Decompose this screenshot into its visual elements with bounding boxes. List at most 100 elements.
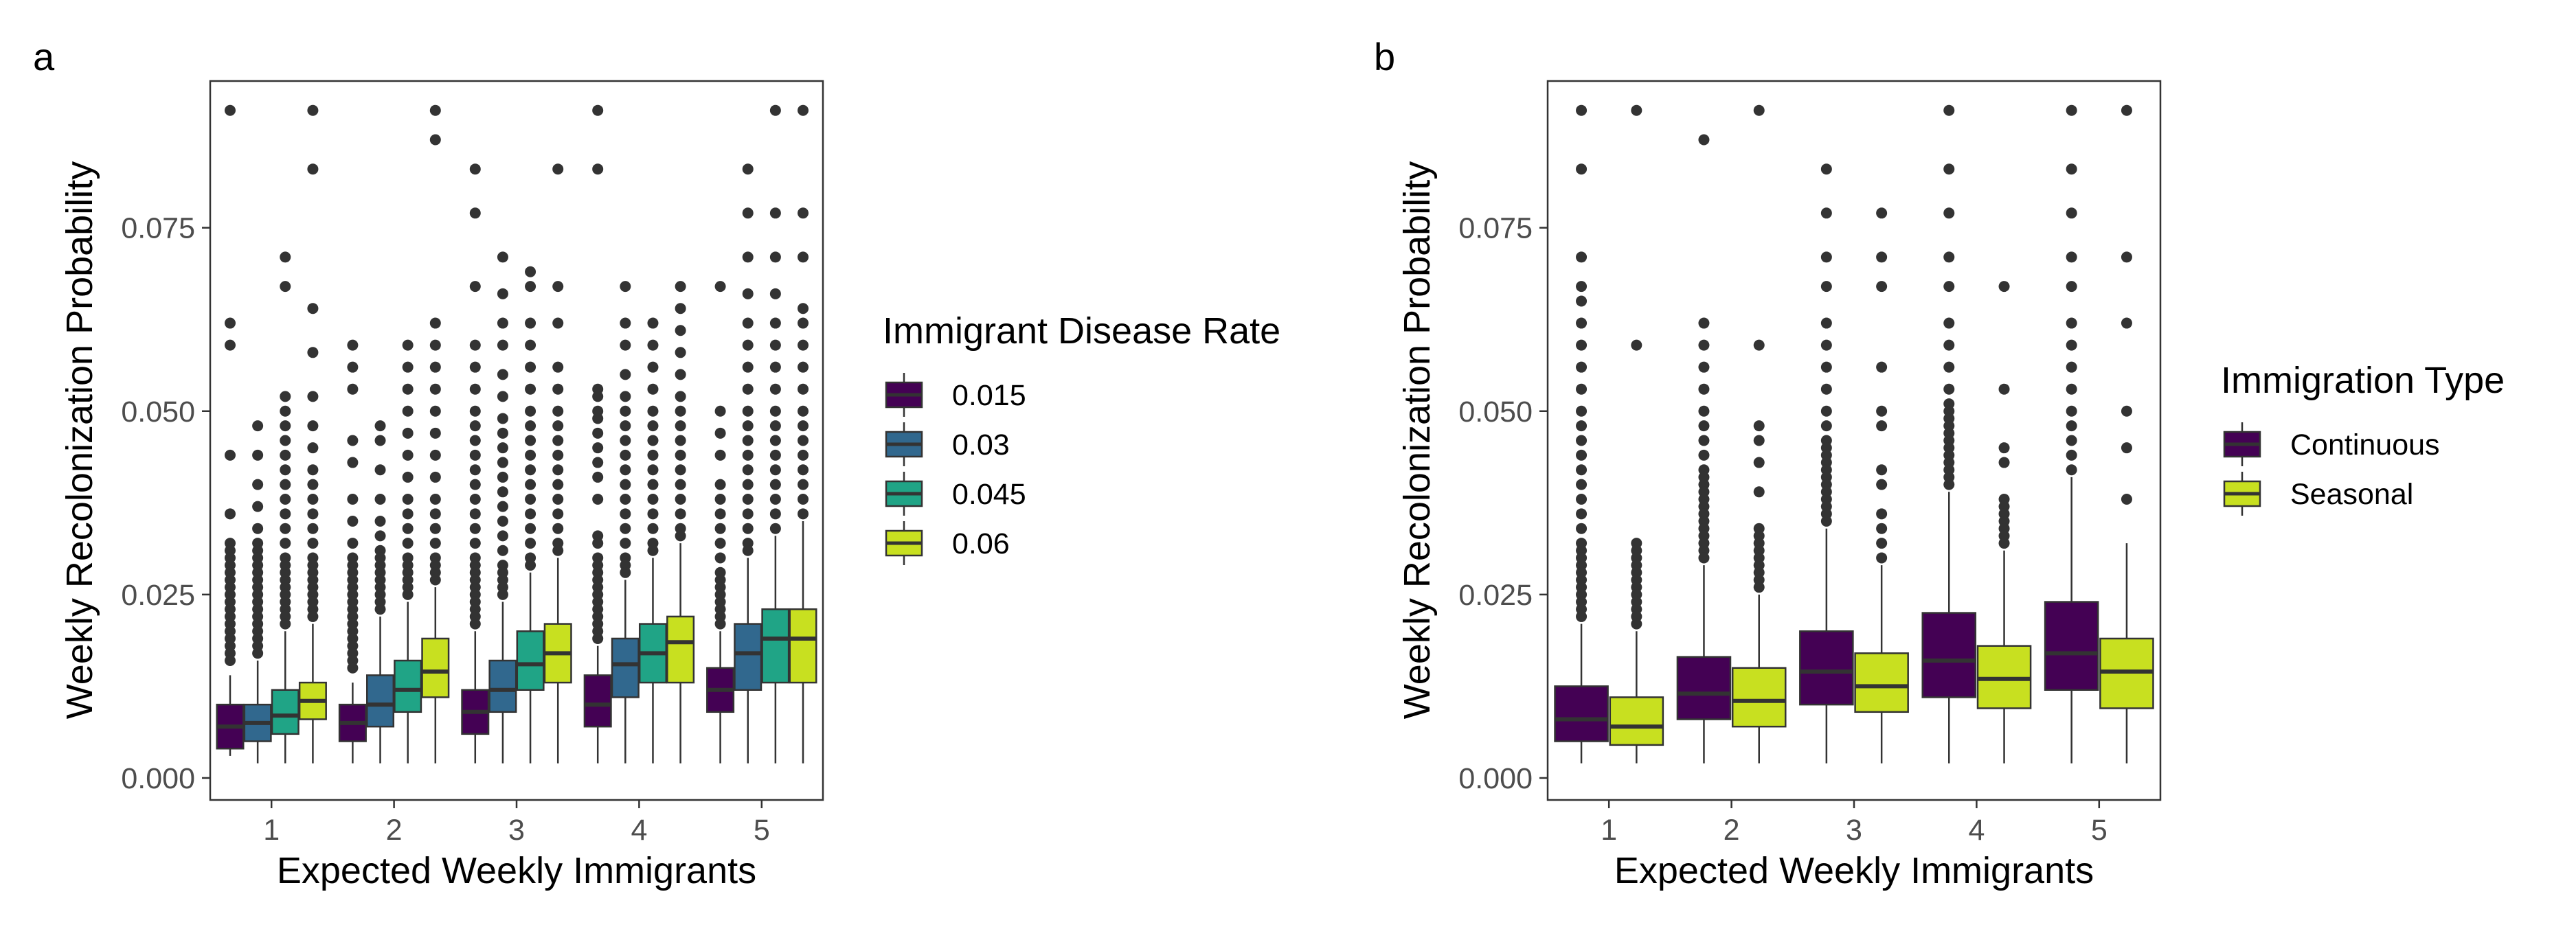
outlier-point — [469, 508, 481, 520]
outlier-point — [1876, 479, 1888, 490]
box-iqr — [421, 637, 450, 698]
y-tick-label: 0.000 — [1458, 762, 1533, 795]
outlier-point — [620, 493, 631, 505]
outlier-point — [525, 339, 536, 351]
outlier-point — [1631, 104, 1642, 116]
outlier-point — [525, 479, 536, 490]
outlier-point — [374, 493, 386, 505]
outlier-point — [592, 457, 604, 468]
outlier-point — [497, 369, 508, 380]
outlier-point — [224, 508, 236, 520]
outlier-point — [469, 618, 481, 630]
outlier-point — [252, 648, 264, 659]
outlier-point — [280, 618, 291, 630]
legend-title: Immigration Type — [2221, 360, 2505, 401]
outlier-point — [1698, 361, 1710, 373]
outlier-point — [497, 339, 508, 351]
outlier-point — [714, 523, 726, 534]
outlier-point — [1943, 383, 1955, 395]
outlier-point — [714, 508, 726, 520]
outlier-point — [1876, 361, 1888, 373]
outlier-point — [374, 516, 386, 527]
outlier-point — [1820, 281, 1832, 293]
outlier-point — [769, 449, 781, 461]
outlier-point — [1943, 281, 1955, 293]
outlier-point — [252, 501, 264, 512]
outlier-point — [2066, 207, 2077, 219]
outlier-point — [2066, 449, 2077, 461]
box-0.06-4 — [666, 281, 695, 764]
outlier-point — [1576, 449, 1588, 461]
outlier-point — [620, 317, 631, 329]
outlier-point — [307, 610, 319, 622]
outlier-point — [469, 523, 481, 534]
outlier-point — [2066, 361, 2077, 373]
outlier-point — [552, 317, 564, 329]
outlier-point — [647, 545, 659, 556]
outlier-point — [769, 104, 781, 116]
legend-item: 0.015 — [885, 373, 1026, 417]
outlier-point — [742, 493, 754, 505]
outlier-point — [647, 523, 659, 534]
box-iqr — [761, 608, 790, 684]
outlier-point — [2066, 251, 2077, 263]
box-iqr — [488, 659, 517, 713]
y-axis-ticks: 0.000 0.025 0.050 0.075 — [1458, 212, 1548, 795]
outlier-point — [497, 317, 508, 329]
x-tick-label: 3 — [508, 814, 525, 847]
outlier-point — [497, 457, 508, 468]
outlier-point — [429, 523, 441, 534]
outlier-point — [552, 361, 564, 373]
outlier-point — [675, 303, 686, 314]
outlier-point — [1876, 251, 1888, 263]
outlier-point — [592, 493, 604, 505]
x-axis-ticks: 1 2 3 4 5 — [263, 800, 770, 847]
outlier-point — [675, 493, 686, 505]
outlier-point — [592, 163, 604, 175]
panel-label: b — [1374, 35, 1395, 78]
outlier-point — [2121, 405, 2132, 417]
outlier-point — [280, 251, 291, 263]
outlier-point — [742, 449, 754, 461]
outlier-point — [798, 361, 809, 373]
outlier-point — [1576, 508, 1588, 520]
x-tick-label: 1 — [263, 814, 280, 847]
outlier-point — [798, 405, 809, 417]
outlier-point — [1698, 134, 1710, 146]
outlier-point — [307, 523, 319, 534]
outlier-point — [552, 449, 564, 461]
legend: Immigration Type Continuous Seasonal — [2221, 360, 2505, 516]
outlier-point — [525, 405, 536, 417]
outlier-point — [1576, 295, 1588, 307]
outlier-point — [525, 317, 536, 329]
outlier-point — [402, 588, 414, 600]
box-iqr — [1854, 652, 1909, 713]
outlier-point — [1631, 618, 1642, 630]
outlier-point — [402, 523, 414, 534]
legend-items: Continuous Seasonal — [2223, 422, 2440, 516]
outlier-point — [769, 435, 781, 446]
box-0.015-5 — [706, 281, 735, 764]
outlier-point — [402, 471, 414, 483]
outlier-point — [675, 464, 686, 476]
outlier-point — [1753, 420, 1765, 432]
box-0.015-2 — [338, 339, 367, 764]
outlier-point — [620, 449, 631, 461]
outlier-point — [402, 427, 414, 439]
box-0.03-3 — [488, 251, 517, 764]
outlier-point — [742, 405, 754, 417]
outlier-point — [647, 339, 659, 351]
outlier-point — [1576, 493, 1588, 505]
box-iqr — [516, 630, 545, 691]
outlier-point — [647, 383, 659, 395]
outlier-point — [552, 163, 564, 175]
outlier-point — [469, 207, 481, 219]
outlier-point — [1698, 435, 1710, 446]
outlier-point — [280, 479, 291, 490]
legend-title: Immigrant Disease Rate — [883, 310, 1280, 352]
outlier-point — [1576, 251, 1588, 263]
y-tick-label: 0.025 — [1458, 579, 1533, 612]
box-Seasonal-4 — [1976, 281, 2032, 764]
outlier-point — [1876, 420, 1888, 432]
